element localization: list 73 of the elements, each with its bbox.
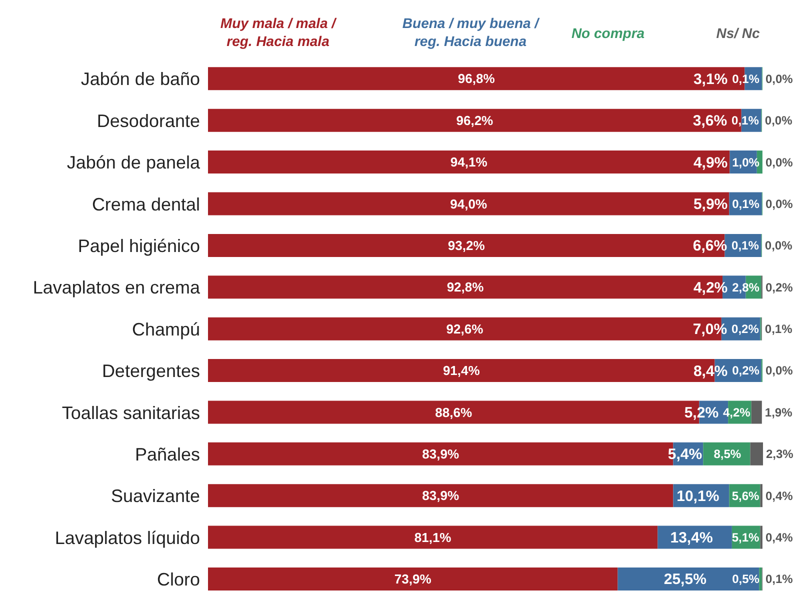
- y-tick-label: Cloro: [156, 570, 200, 590]
- data-label: 5,6%: [732, 488, 760, 503]
- data-label: 4,9%: [693, 154, 728, 172]
- data-label: 92,8%: [446, 280, 484, 295]
- data-label: 2,8%: [732, 280, 760, 294]
- data-label: 83,9%: [422, 488, 460, 504]
- data-label: 91,4%: [442, 363, 480, 378]
- data-label: 0,4%: [765, 488, 794, 503]
- data-label: 83,9%: [422, 446, 460, 462]
- y-tick-label: Jabón de panela: [66, 152, 201, 173]
- data-label: 25,5%: [664, 571, 706, 588]
- data-label: 96,8%: [458, 71, 496, 86]
- data-label: 0,4%: [765, 530, 794, 544]
- data-label: 0,0%: [765, 72, 794, 86]
- y-tick-label: Lavaplatos líquido: [54, 528, 200, 548]
- y-tick-label: Pañales: [134, 444, 200, 464]
- data-label: 4,2%: [722, 405, 751, 420]
- bar: [750, 442, 763, 466]
- data-label: 2,3%: [766, 447, 794, 462]
- bar: [208, 234, 725, 257]
- series-label: Muy mala / mala / reg. Hacia mala: [219, 14, 338, 50]
- data-label: 0,2%: [732, 322, 760, 336]
- data-label: 0,0%: [765, 364, 794, 378]
- data-label: 1,0%: [732, 155, 760, 170]
- data-label: 94,0%: [450, 196, 488, 212]
- data-label: 0,1%: [732, 196, 760, 211]
- text: No compra: [570, 24, 646, 42]
- data-label: 0,5%: [732, 572, 760, 586]
- data-label: 0,0%: [764, 238, 793, 253]
- data-label: 5,9%: [693, 196, 728, 213]
- data-label: 1,9%: [764, 405, 793, 420]
- y-tick-label: Crema dental: [92, 194, 200, 214]
- y-tick-label: Lavaplatos en crema: [32, 278, 201, 298]
- data-label: 0,0%: [764, 114, 793, 128]
- bar: [208, 567, 618, 590]
- data-label: 13,4%: [670, 530, 713, 547]
- data-label: 3,1%: [693, 70, 728, 88]
- data-label: 96,2%: [456, 112, 494, 128]
- y-tick-label: Detergentes: [102, 361, 200, 382]
- y-tick-label: Jabón de baño: [80, 69, 200, 90]
- data-label: 10,1%: [676, 488, 720, 505]
- data-label: 94,1%: [450, 154, 488, 170]
- bar: [759, 567, 762, 590]
- data-label: 92,6%: [446, 321, 484, 336]
- data-label: 0,1%: [764, 322, 793, 336]
- bar: [208, 484, 674, 508]
- data-label: 0,0%: [765, 196, 794, 211]
- data-label: 73,9%: [394, 572, 432, 587]
- data-label: 88,6%: [435, 404, 472, 420]
- y-tick-label: Champú: [132, 319, 200, 340]
- data-label: 0,1%: [732, 238, 760, 253]
- data-label: 3,6%: [692, 112, 728, 130]
- text: Ns/ Nc: [715, 24, 761, 42]
- text: Buena / muy buena / reg. Hacia buena: [401, 14, 541, 50]
- data-label: 7,0%: [692, 321, 728, 338]
- bar: [208, 192, 730, 216]
- y-tick-label: Suavizante: [110, 486, 200, 506]
- data-label: 0,1%: [765, 572, 794, 586]
- bar: [208, 526, 658, 549]
- data-label: 5,1%: [732, 530, 760, 544]
- data-label: 0,0%: [765, 155, 794, 170]
- data-label: 0,2%: [732, 364, 760, 378]
- y-tick-label: Papel higiénico: [78, 236, 200, 256]
- bar: [751, 400, 762, 424]
- bar: [208, 150, 730, 174]
- data-label: 81,1%: [414, 530, 452, 545]
- data-label: 8,4%: [693, 362, 728, 380]
- data-label: 6,6%: [692, 238, 728, 255]
- data-label: 8,5%: [714, 447, 742, 462]
- data-label: 93,2%: [448, 238, 486, 253]
- data-label: 0,2%: [765, 280, 794, 294]
- y-tick-label: Desodorante: [96, 110, 200, 131]
- y-tick-label: Toallas sanitarias: [62, 402, 200, 423]
